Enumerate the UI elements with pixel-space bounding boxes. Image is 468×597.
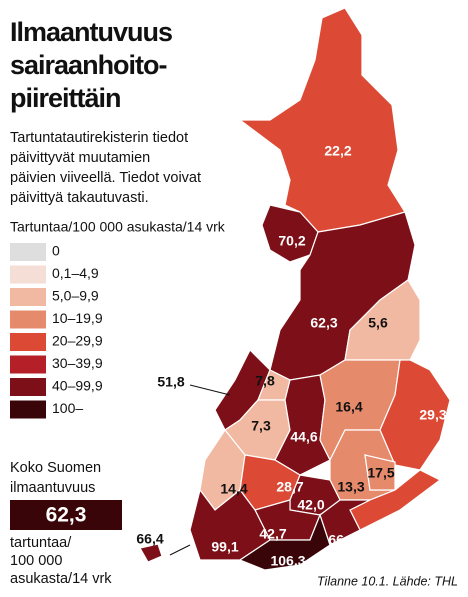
region-label: 42,7 — [259, 526, 286, 542]
title-line: piireittäin — [10, 83, 121, 113]
legend-swatch — [10, 333, 46, 351]
source: Tilanne 10.1. Lähde: THL — [317, 574, 458, 588]
legend-swatch — [10, 288, 46, 306]
legend-label: 30–39,9 — [52, 355, 103, 371]
description-line: päivien viiveellä. Tiedot voivat — [10, 170, 201, 186]
title-line: sairaanhoito- — [10, 50, 167, 80]
region-label: 13,3 — [337, 479, 364, 495]
legend-label: 100– — [52, 400, 83, 416]
description-line: päivittyä takautuvasti. — [10, 190, 149, 206]
region-label: 106,3 — [270, 553, 305, 569]
region — [261, 204, 319, 263]
region-label: 44,6 — [290, 429, 317, 445]
leader-line — [189, 384, 231, 396]
region — [238, 513, 331, 571]
legend-label: 40–99,9 — [52, 378, 103, 394]
legend-label: 0 — [52, 243, 60, 259]
region — [139, 543, 163, 563]
region-label: 66,0 — [328, 532, 355, 548]
legend-label: 5,0–9,9 — [52, 288, 99, 304]
legend-label: 10–19,9 — [52, 310, 103, 326]
legend-swatch — [10, 400, 46, 419]
region-label: 16,4 — [335, 399, 362, 415]
title-line: Ilmaantuvuus — [10, 17, 172, 47]
region-label: 25,9 — [388, 513, 415, 529]
region-label: 17,5 — [367, 465, 394, 481]
region-label: 62,3 — [310, 315, 337, 331]
legend-swatch — [10, 265, 46, 284]
region-label: 14,4 — [220, 481, 247, 497]
total-value: 62,3 — [46, 504, 87, 527]
region — [379, 359, 451, 471]
region-label: 7,8 — [255, 373, 275, 389]
legend-swatch — [10, 310, 46, 329]
leader-line — [169, 544, 191, 556]
total-unit: asukasta/14 vrk — [10, 571, 112, 587]
region-label: 99,1 — [211, 539, 238, 555]
legend-label: 0,1–4,9 — [52, 265, 99, 281]
region-label: 51,8 — [157, 374, 184, 390]
total-label: Koko Suomen — [10, 460, 101, 476]
region-label: 5,6 — [368, 315, 388, 331]
description-line: Tartuntatautirekisterin tiedot — [10, 130, 188, 146]
legend-swatch — [10, 378, 46, 396]
region-group — [139, 7, 451, 571]
total-unit: tartuntaa/ — [10, 535, 72, 551]
region-label: 7,3 — [251, 418, 271, 434]
total-box — [10, 500, 122, 530]
region-label: 29,3 — [419, 407, 446, 423]
legend-swatch — [10, 355, 46, 374]
total-label: ilmaantuvuus — [10, 480, 95, 496]
region-label: 42,0 — [297, 497, 324, 513]
region-label: 22,2 — [324, 143, 351, 159]
region-label: 66,4 — [136, 531, 163, 547]
legend-label: 20–29,9 — [52, 333, 103, 349]
region-label: 70,2 — [278, 233, 305, 249]
region-label: 28,7 — [276, 479, 303, 495]
legend-swatch — [10, 243, 46, 261]
legend-title: Tartuntaa/100 000 asukasta/14 vrk — [10, 219, 226, 235]
total-unit: 100 000 — [10, 553, 62, 569]
region — [238, 7, 406, 233]
description-line: päivittyvät muutamien — [10, 150, 150, 166]
